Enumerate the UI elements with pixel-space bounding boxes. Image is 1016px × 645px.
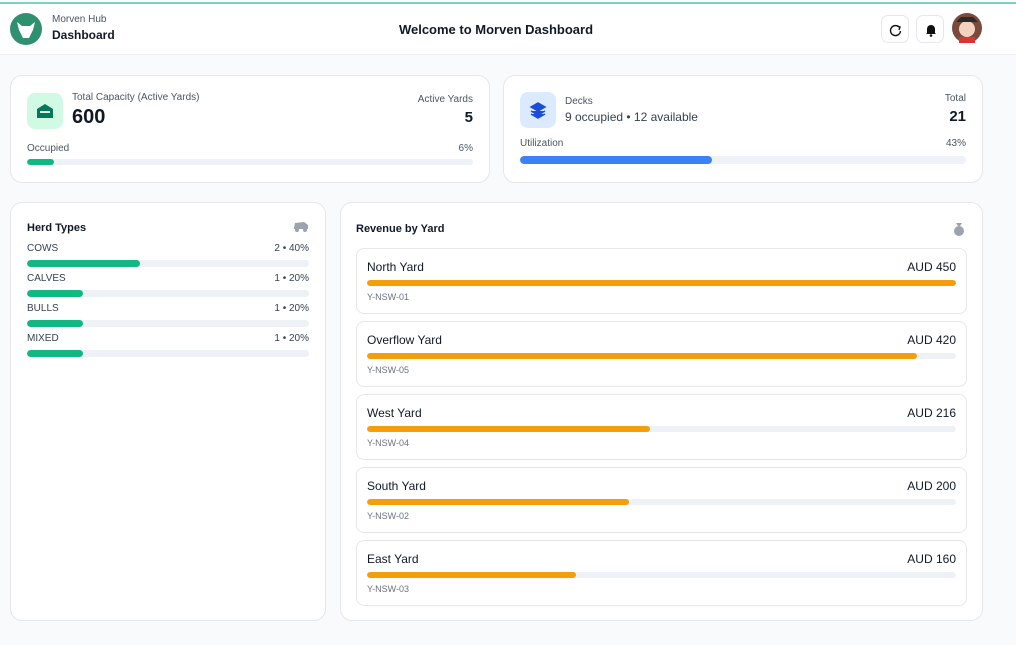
refresh-button[interactable] <box>881 15 909 43</box>
herd-stat: 1 • 20% <box>274 273 309 284</box>
herd-track <box>27 320 309 327</box>
herd-name: CALVES <box>27 273 66 284</box>
yard-code: Y-NSW-01 <box>367 292 410 302</box>
occupied-bar <box>27 159 54 165</box>
yard-bar <box>367 572 577 578</box>
yard-code: Y-NSW-04 <box>367 438 410 448</box>
yard-track <box>367 280 956 286</box>
yard-track <box>367 426 956 432</box>
revenue-title: Revenue by Yard <box>356 223 445 235</box>
herd-track <box>27 290 309 297</box>
yard-item: South Yard AUD 200 Y-NSW-02 <box>356 467 967 533</box>
yard-item: West Yard AUD 216 Y-NSW-04 <box>356 394 967 460</box>
utilization-percent: 43% <box>945 138 966 149</box>
capacity-card: Total Capacity (Active Yards) 600 Active… <box>10 75 490 183</box>
yard-item: North Yard AUD 450 Y-NSW-01 <box>356 248 967 314</box>
yard-track <box>367 572 956 578</box>
yard-name: Overflow Yard <box>367 333 442 347</box>
yard-name: East Yard <box>367 552 419 566</box>
herd-bar <box>27 260 140 267</box>
utilization-bar <box>520 156 712 164</box>
yard-track <box>367 499 956 505</box>
yard-bar <box>367 499 629 505</box>
yard-name: West Yard <box>367 406 422 420</box>
yard-item: East Yard AUD 160 Y-NSW-03 <box>356 540 967 606</box>
capacity-value: 600 <box>72 106 106 128</box>
decks-icon <box>520 92 556 128</box>
occupied-label: Occupied <box>27 143 70 154</box>
herd-bar <box>27 290 84 297</box>
yard-code: Y-NSW-02 <box>367 511 410 521</box>
yard-code: Y-NSW-03 <box>367 584 410 594</box>
decks-card: Decks 9 occupied • 12 available Total 21… <box>503 75 983 183</box>
capacity-label: Total Capacity (Active Yards) <box>72 92 200 103</box>
notification-button[interactable] <box>916 15 944 43</box>
top-accent <box>0 2 1016 4</box>
herd-name: MIXED <box>27 333 59 344</box>
yard-code: Y-NSW-05 <box>367 365 410 375</box>
occupied-percent: 6% <box>458 143 473 154</box>
yard-name: North Yard <box>367 260 424 274</box>
decks-total: 21 <box>949 108 966 125</box>
herd-icon <box>294 222 308 232</box>
yard-amount: AUD 216 <box>907 406 956 420</box>
yard-amount: AUD 420 <box>907 333 956 347</box>
herd-card: Herd Types COWS 2 • 40% CALVES 1 • 20% BULLS… <box>10 202 326 621</box>
yard-item: Overflow Yard AUD 420 Y-NSW-05 <box>356 321 967 387</box>
yard-amount: AUD 200 <box>907 479 956 493</box>
yard-amount: AUD 450 <box>907 260 956 274</box>
herd-track <box>27 350 309 357</box>
avatar[interactable] <box>951 12 983 44</box>
decks-summary: 9 occupied • 12 available <box>565 110 698 124</box>
occupied-track <box>27 159 473 165</box>
utilization-label: Utilization <box>520 138 564 149</box>
herd-name: COWS <box>27 243 59 254</box>
active-yards-label: Active Yards <box>417 94 473 105</box>
revenue-icon <box>954 223 964 236</box>
yard-bar <box>367 353 917 359</box>
yard-amount: AUD 160 <box>907 552 956 566</box>
logo <box>10 13 42 45</box>
herd-track <box>27 260 309 267</box>
brand-sub: Dashboard <box>52 28 115 42</box>
herd-title: Herd Types <box>27 222 87 234</box>
revenue-card: Revenue by Yard North Yard AUD 450 Y-NSW-0… <box>340 202 983 621</box>
herd-stat: 1 • 20% <box>274 333 309 344</box>
brand-name: Morven Hub <box>52 14 107 25</box>
active-yards-value: 5 <box>464 109 473 126</box>
herd-stat: 2 • 40% <box>274 243 309 254</box>
yard-track <box>367 353 956 359</box>
header: Morven Hub Dashboard Welcome to Morven D… <box>0 4 1016 55</box>
yard-bar <box>367 280 956 286</box>
herd-bar <box>27 320 84 327</box>
decks-label: Decks <box>565 96 593 107</box>
capacity-icon <box>27 93 63 129</box>
decks-total-label: Total <box>944 93 966 104</box>
yard-bar <box>367 426 650 432</box>
herd-stat: 1 • 20% <box>274 303 309 314</box>
page-title: Welcome to Morven Dashboard <box>398 22 594 37</box>
yard-name: South Yard <box>367 479 426 493</box>
herd-bar <box>27 350 84 357</box>
utilization-track <box>520 156 966 164</box>
herd-name: BULLS <box>27 303 59 314</box>
